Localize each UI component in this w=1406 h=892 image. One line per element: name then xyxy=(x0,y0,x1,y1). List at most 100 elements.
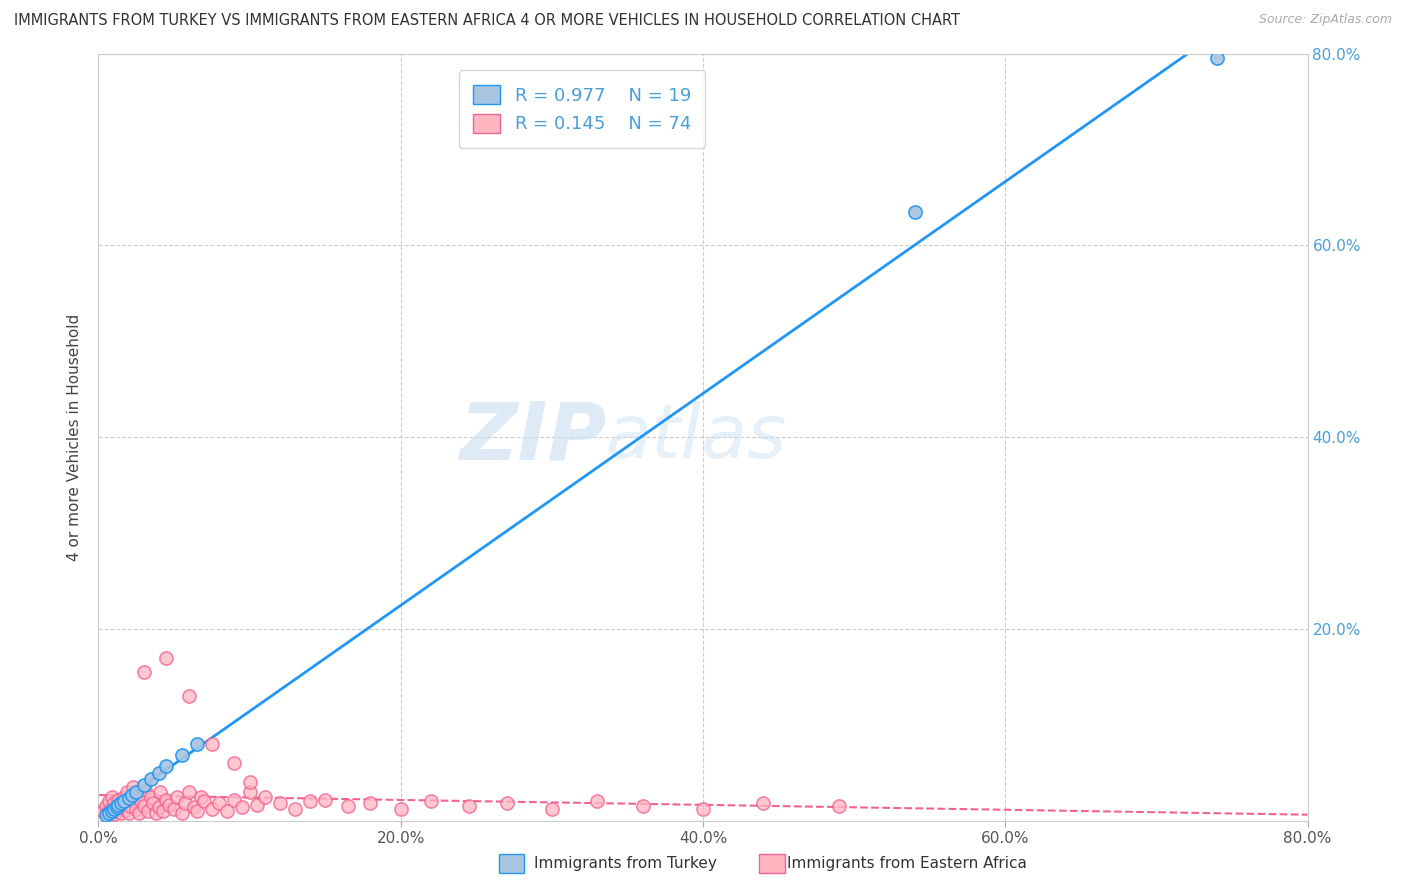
Point xyxy=(105,804,128,818)
Point xyxy=(91,804,114,818)
Point xyxy=(586,795,609,809)
Point xyxy=(118,805,141,820)
Point xyxy=(132,778,155,792)
Point xyxy=(186,804,208,818)
Point xyxy=(132,665,155,679)
Text: IMMIGRANTS FROM TURKEY VS IMMIGRANTS FROM EASTERN AFRICA 4 OR MORE VEHICLES IN H: IMMIGRANTS FROM TURKEY VS IMMIGRANTS FRO… xyxy=(14,13,960,29)
Point xyxy=(101,789,124,804)
Point xyxy=(101,804,124,818)
Point xyxy=(231,800,253,814)
Point xyxy=(149,785,172,799)
Point xyxy=(107,798,129,813)
Point xyxy=(122,780,145,794)
Text: Source: ZipAtlas.com: Source: ZipAtlas.com xyxy=(1258,13,1392,27)
Point xyxy=(108,800,131,814)
Point xyxy=(110,805,132,820)
Point xyxy=(389,802,412,816)
Point xyxy=(179,689,201,703)
Point xyxy=(142,797,165,811)
Point xyxy=(155,650,177,665)
Point xyxy=(100,802,122,816)
Point xyxy=(129,795,152,809)
Point xyxy=(314,792,336,806)
Point xyxy=(127,787,149,801)
Point xyxy=(360,797,382,811)
Point xyxy=(159,798,181,813)
Point xyxy=(1206,51,1229,65)
Point xyxy=(183,800,205,814)
Point xyxy=(186,737,208,751)
Point xyxy=(110,797,132,811)
Point xyxy=(141,789,163,804)
Point xyxy=(148,800,170,814)
Point xyxy=(163,802,186,816)
Point xyxy=(170,748,193,763)
Point xyxy=(121,788,143,802)
Point xyxy=(828,799,851,814)
Point xyxy=(112,789,135,804)
Point xyxy=(120,799,142,814)
Point xyxy=(193,795,215,809)
Point xyxy=(170,805,193,820)
Point xyxy=(420,795,443,809)
Point xyxy=(114,803,136,817)
Point xyxy=(103,802,125,816)
Point xyxy=(253,789,276,804)
Text: atlas: atlas xyxy=(606,401,787,473)
Point xyxy=(201,802,224,816)
Point xyxy=(141,772,163,787)
Point xyxy=(112,793,135,807)
Point xyxy=(904,204,927,219)
Point xyxy=(631,799,654,814)
Legend: R = 0.977    N = 19, R = 0.145    N = 74: R = 0.977 N = 19, R = 0.145 N = 74 xyxy=(458,70,706,148)
Point xyxy=(94,799,117,814)
Point xyxy=(224,756,246,771)
Point xyxy=(132,799,155,814)
Point xyxy=(692,802,714,816)
Point xyxy=(457,799,479,814)
Point xyxy=(224,792,246,806)
Point xyxy=(103,806,125,821)
Point xyxy=(128,805,150,820)
Point xyxy=(115,785,138,799)
Point xyxy=(215,804,238,818)
Text: Immigrants from Turkey: Immigrants from Turkey xyxy=(534,856,717,871)
Point xyxy=(246,798,269,813)
Point xyxy=(190,789,212,804)
Point xyxy=(111,796,134,810)
Point xyxy=(239,785,262,799)
Point xyxy=(166,789,188,804)
Point xyxy=(336,799,359,814)
Point xyxy=(94,808,117,822)
Point xyxy=(134,783,156,797)
Point xyxy=(98,805,121,820)
Point xyxy=(752,797,775,811)
Point xyxy=(540,802,562,816)
Point xyxy=(121,792,143,806)
Point xyxy=(136,804,159,818)
Point xyxy=(148,765,170,780)
Point xyxy=(152,804,174,818)
Point xyxy=(105,800,128,814)
Point xyxy=(155,759,177,773)
Point xyxy=(145,805,167,820)
Point xyxy=(107,792,129,806)
Point xyxy=(208,797,231,811)
Point xyxy=(103,797,125,811)
Y-axis label: 4 or more Vehicles in Household: 4 or more Vehicles in Household xyxy=(67,313,83,561)
Point xyxy=(239,775,262,789)
Point xyxy=(284,802,307,816)
Point xyxy=(96,805,118,820)
Point xyxy=(98,795,121,809)
Point xyxy=(155,792,177,806)
Text: ZIP: ZIP xyxy=(458,398,606,476)
Point xyxy=(299,795,322,809)
Point xyxy=(179,785,201,799)
Point xyxy=(118,790,141,805)
Point xyxy=(125,802,148,816)
Point xyxy=(173,797,195,811)
Point xyxy=(201,737,224,751)
Point xyxy=(495,797,517,811)
Point xyxy=(125,785,148,799)
Text: Immigrants from Eastern Africa: Immigrants from Eastern Africa xyxy=(787,856,1028,871)
